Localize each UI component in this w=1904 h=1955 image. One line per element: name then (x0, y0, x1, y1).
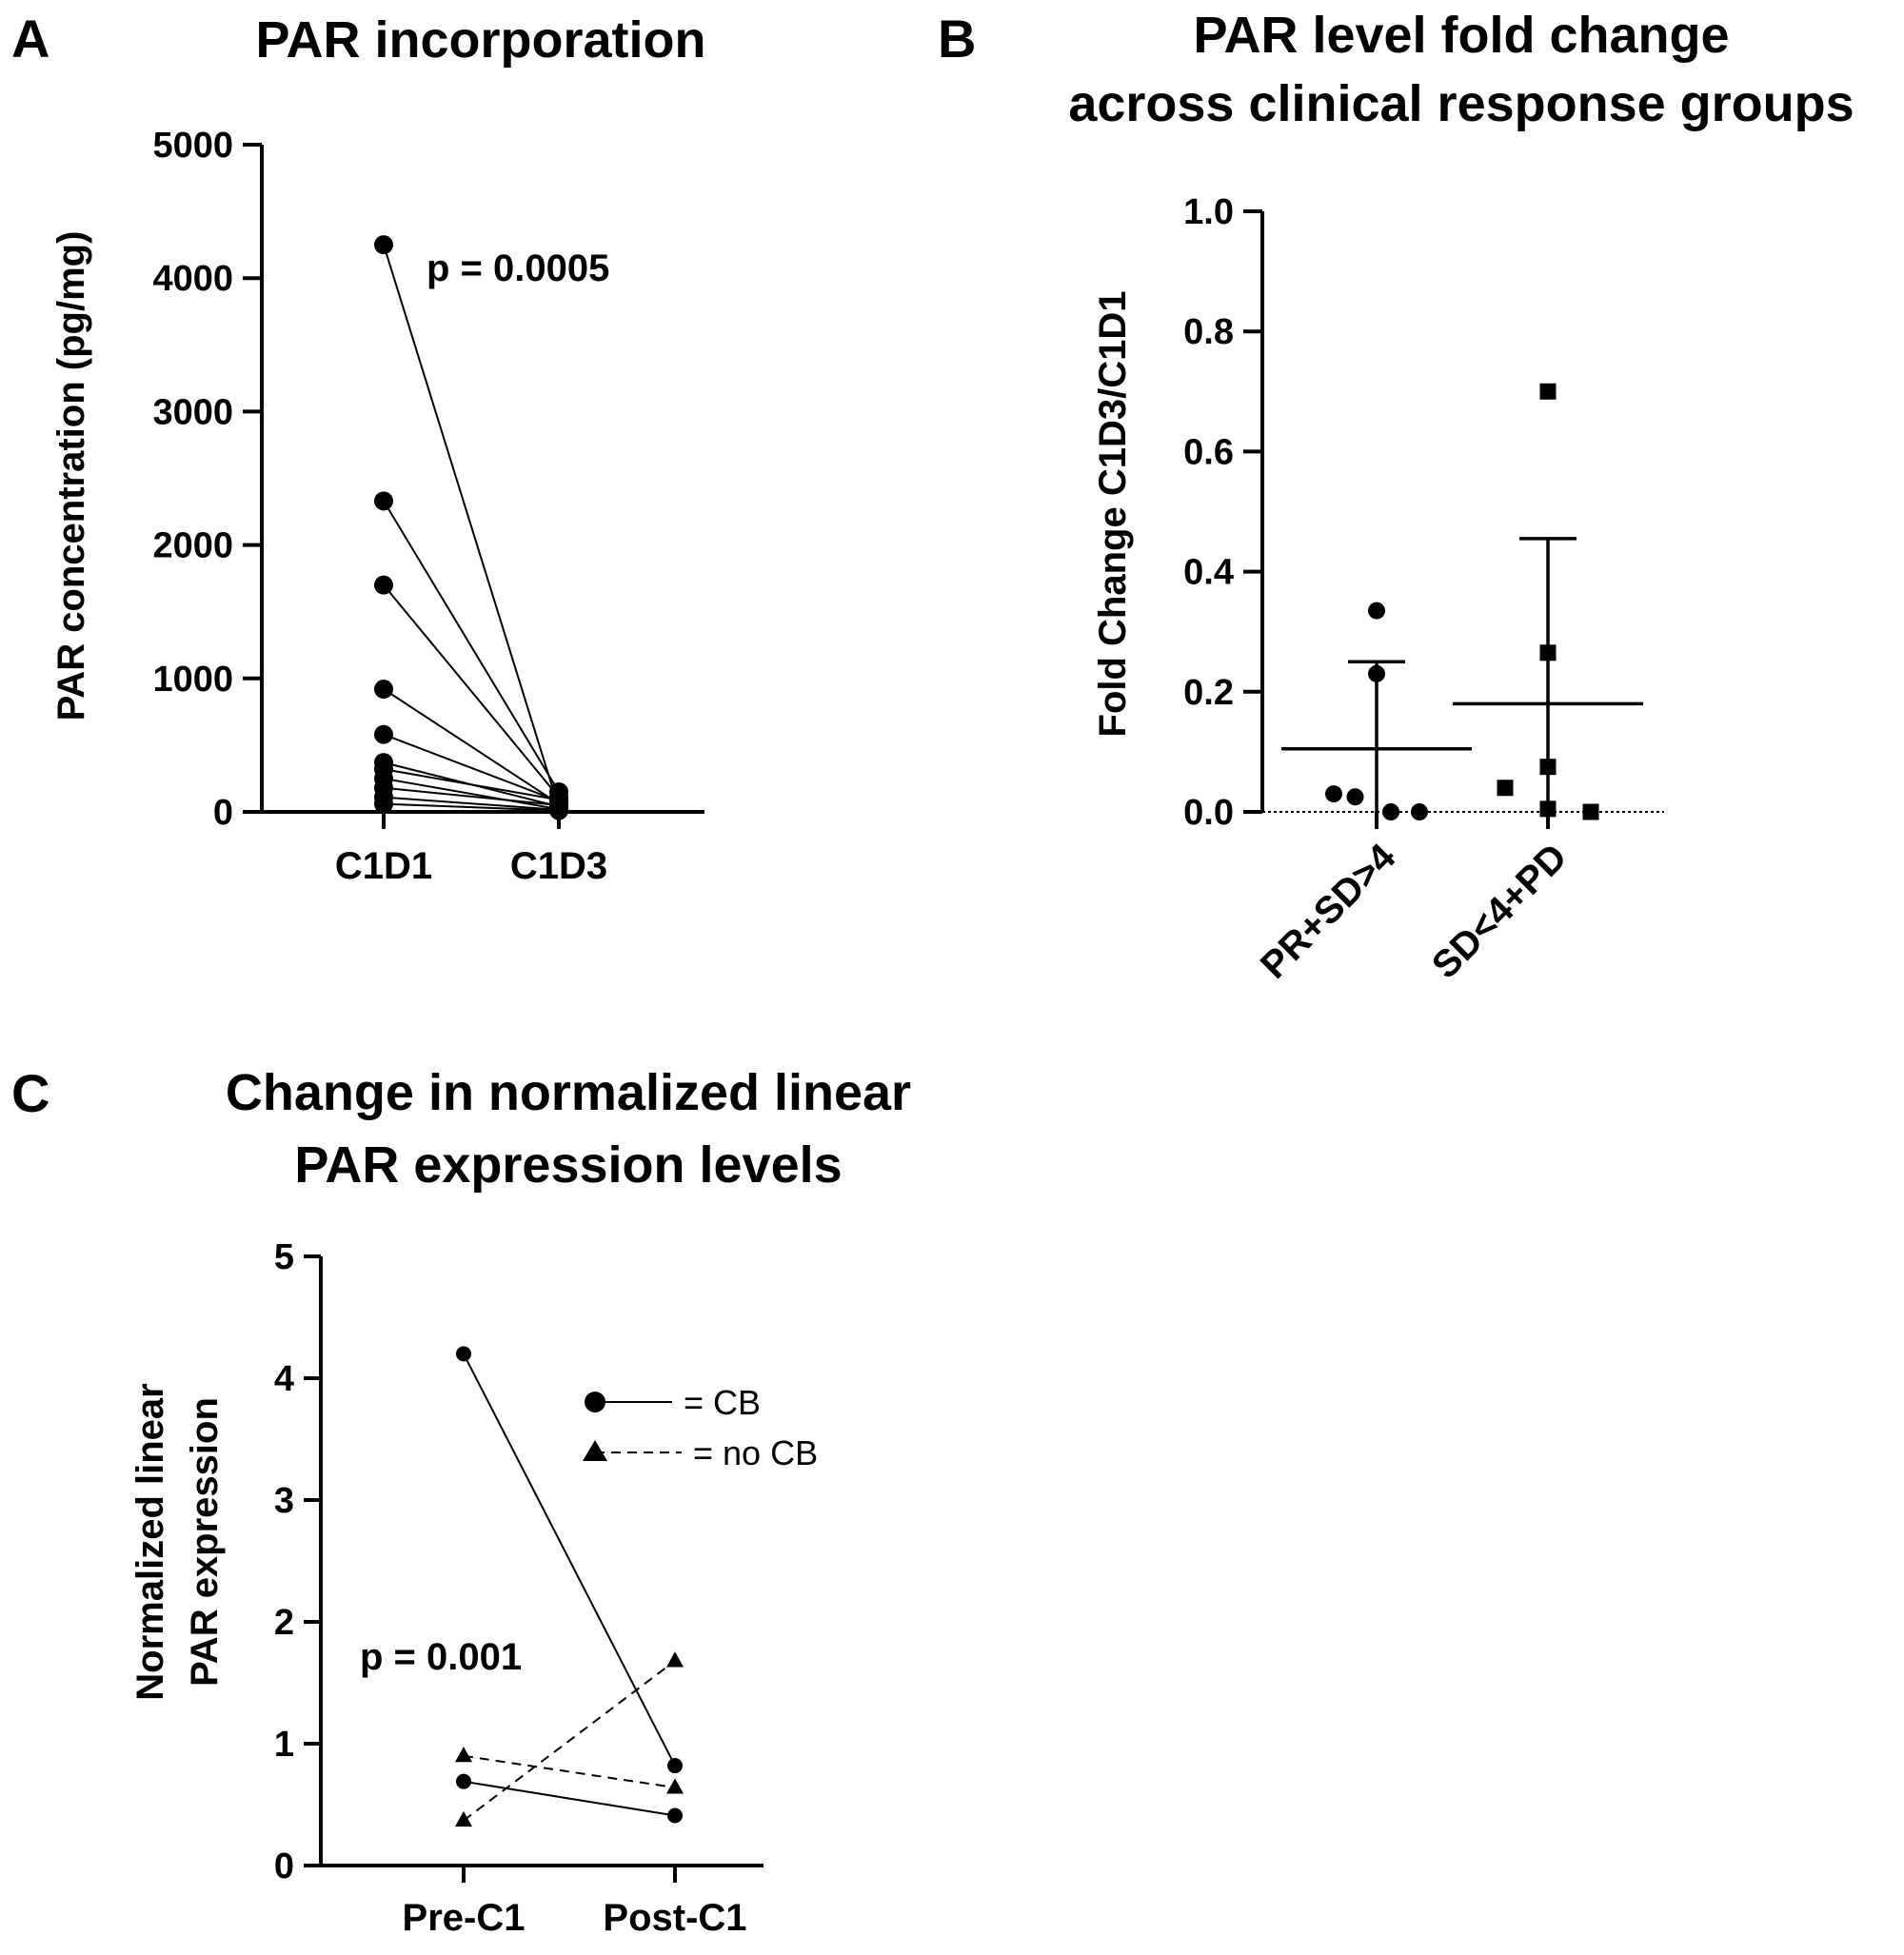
panel-b-points (1325, 383, 1599, 820)
data-point (374, 235, 393, 255)
data-point (455, 1810, 472, 1827)
panel-c-title-line-1: Change in normalized linear (226, 1064, 911, 1121)
series-line (383, 786, 560, 806)
panel-letter-c: C (11, 1063, 50, 1123)
panel-b-title-line-1: PAR level fold change (1193, 7, 1729, 64)
data-point (455, 1747, 472, 1763)
legend-cb-label: = CB (684, 1383, 761, 1422)
data-point (456, 1773, 471, 1789)
y-tick-label: 0.0 (1183, 793, 1234, 833)
y-tick-label: 4 (274, 1359, 294, 1399)
y-tick-label: 1.0 (1183, 192, 1234, 232)
panel-a-x-ticks: C1D1 C1D3 (335, 812, 607, 887)
legend-cb-marker (585, 1392, 605, 1412)
y-tick-label: 3000 (152, 392, 233, 432)
panel-b-x-ticks: PR+SD>4 SD<4+PD (1253, 812, 1575, 987)
series-line (383, 584, 560, 799)
panel-a-p-value: p = 0.0005 (426, 247, 609, 289)
x-tick-label: C1D3 (510, 845, 607, 887)
panel-letter-a: A (11, 9, 50, 69)
x-tick-label: C1D1 (335, 845, 432, 887)
data-point (1539, 644, 1557, 662)
series-line (383, 244, 560, 809)
data-point (456, 1346, 471, 1362)
data-point (667, 1758, 683, 1774)
panel-b: B PAR level fold change across clinical … (938, 7, 1854, 987)
panel-c-title-line-2: PAR expression levels (294, 1136, 842, 1194)
data-point (374, 575, 393, 595)
panel-c-series-lines (463, 1353, 676, 1822)
y-tick-label: 3 (274, 1481, 294, 1521)
data-point (666, 1651, 684, 1668)
data-point (1346, 788, 1364, 806)
panel-b-mean-error-bars (1281, 537, 1643, 812)
data-point (374, 794, 393, 814)
series-line (383, 500, 560, 793)
series-line (383, 688, 560, 805)
panel-letter-b: B (938, 9, 976, 69)
data-point (1368, 602, 1385, 620)
series-line (463, 1780, 676, 1817)
y-tick-label: 5 (274, 1237, 294, 1277)
data-point (1497, 780, 1514, 797)
y-tick-label: 1000 (152, 660, 233, 700)
y-tick-label: 5000 (152, 126, 233, 166)
x-tick-label: Pre-C1 (403, 1897, 526, 1939)
legend-no-cb-marker (583, 1440, 607, 1461)
panel-b-y-ticks: 0.0 0.2 0.4 0.6 0.8 1.0 (1183, 192, 1262, 833)
data-point (1539, 800, 1557, 818)
panel-c-legend: = CB = no CB (583, 1383, 818, 1472)
panel-a-y-axis-label: PAR concentration (pg/mg) (50, 231, 92, 721)
panel-c-y-ticks: 0 1 2 3 4 5 (274, 1237, 321, 1886)
panel-c-points (455, 1346, 684, 1827)
y-tick-label: 0.6 (1183, 432, 1234, 472)
data-point (1539, 383, 1557, 400)
series-line (463, 1754, 676, 1789)
panel-b-y-axis-label: Fold Change C1D3/C1D1 (1092, 291, 1134, 738)
series-line (463, 1660, 676, 1822)
data-point (667, 1807, 683, 1824)
data-point (374, 680, 393, 700)
y-tick-label: 2 (274, 1603, 294, 1643)
panel-c-y-axis-label-line-1: Normalized linear (129, 1383, 171, 1700)
panel-a-points (374, 235, 568, 820)
y-tick-label: 0.2 (1183, 673, 1234, 713)
panel-a-y-ticks: 0 1000 2000 3000 4000 5000 (152, 126, 262, 833)
panel-c-x-ticks: Pre-C1 Post-C1 (403, 1866, 747, 1939)
data-point (1368, 664, 1385, 682)
series-line (383, 768, 560, 801)
y-tick-label: 1 (274, 1725, 294, 1765)
legend-no-cb-label: = no CB (693, 1433, 818, 1472)
panel-a-axes (260, 145, 704, 814)
y-tick-label: 0.8 (1183, 312, 1234, 352)
y-tick-label: 4000 (152, 259, 233, 299)
data-point (1539, 759, 1557, 776)
x-tick-label: Post-C1 (603, 1897, 746, 1939)
series-line (383, 733, 560, 802)
panel-a: A PAR incorporation PAR concentration (p… (11, 9, 706, 887)
y-tick-label: 0 (274, 1846, 294, 1886)
x-tick-label: PR+SD>4 (1253, 836, 1404, 987)
panel-a-series-lines (383, 244, 560, 812)
y-tick-label: 0 (213, 793, 233, 833)
data-point (1325, 785, 1342, 803)
panel-c-axes (319, 1256, 764, 1867)
data-point (374, 491, 393, 511)
series-line (383, 777, 560, 811)
series-line (383, 802, 560, 812)
panel-b-title-line-2: across clinical response groups (1068, 75, 1854, 132)
panel-a-title: PAR incorporation (255, 11, 705, 69)
panel-c-y-axis-label-line-2: PAR expression (184, 1397, 226, 1687)
y-tick-label: 2000 (152, 526, 233, 566)
x-tick-label: SD<4+PD (1424, 836, 1575, 986)
panel-c-p-value: p = 0.001 (360, 1636, 522, 1678)
series-line (463, 1353, 676, 1767)
data-point (374, 724, 393, 744)
y-tick-label: 0.4 (1183, 553, 1234, 593)
panel-c: C Change in normalized linear PAR expres… (11, 1063, 911, 1939)
series-line (383, 796, 560, 811)
data-point (666, 1778, 684, 1794)
